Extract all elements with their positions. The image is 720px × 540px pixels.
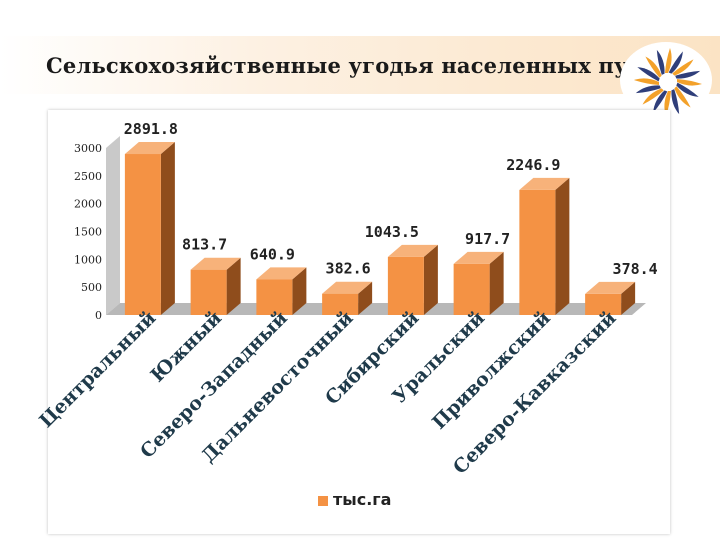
legend-swatch — [318, 495, 328, 506]
bar-top — [585, 281, 636, 294]
chart-floor — [106, 303, 646, 315]
x-tick-label: Приволжский — [428, 307, 555, 434]
data-label: 813.7 — [182, 236, 227, 254]
chart-side-wall — [106, 136, 120, 315]
bar-side — [423, 244, 438, 315]
bar — [256, 279, 293, 315]
bar — [519, 189, 556, 315]
legend: тыс.га — [318, 490, 391, 509]
data-label: 2246.9 — [506, 156, 560, 174]
chart-back-wall — [120, 136, 646, 303]
bar-side — [226, 257, 241, 315]
bar-side — [489, 251, 504, 315]
bar-side — [555, 177, 570, 315]
x-tick-label: Центральный — [35, 307, 160, 432]
y-tick-label: 2000 — [74, 198, 102, 211]
bar-top — [453, 251, 504, 264]
bar-top — [124, 142, 175, 155]
bar-side — [292, 267, 307, 315]
bar — [585, 293, 622, 315]
bar-top — [387, 244, 438, 257]
y-tick-label: 0 — [95, 309, 102, 322]
bar-side — [358, 281, 373, 315]
bar-side — [621, 281, 636, 315]
bar-top — [322, 281, 373, 294]
data-label: 640.9 — [250, 245, 295, 263]
sun-logo-icon — [620, 42, 712, 118]
bar — [124, 154, 161, 315]
data-label: 382.6 — [326, 260, 371, 278]
y-tick-label: 1500 — [74, 226, 102, 239]
data-label: 917.7 — [465, 230, 510, 248]
y-tick-label: 1000 — [74, 253, 102, 266]
slide-title: Сельскохозяйственные угодья населенных п… — [46, 53, 701, 78]
bar — [453, 263, 490, 315]
bar — [322, 293, 359, 315]
bar — [387, 256, 424, 315]
bar-top — [256, 267, 307, 280]
bar-side — [160, 142, 175, 315]
y-tick-label: 2500 — [74, 170, 102, 183]
bar-top — [190, 257, 241, 270]
title-band — [0, 36, 720, 94]
y-tick-label: 3000 — [74, 142, 102, 155]
data-label: 1043.5 — [365, 223, 419, 241]
data-label: 378.4 — [613, 260, 658, 278]
data-label: 2891.8 — [124, 120, 178, 138]
legend-label: тыс.га — [333, 490, 392, 509]
bar-top — [519, 177, 570, 190]
bar — [190, 269, 227, 315]
y-tick-label: 500 — [81, 281, 102, 294]
